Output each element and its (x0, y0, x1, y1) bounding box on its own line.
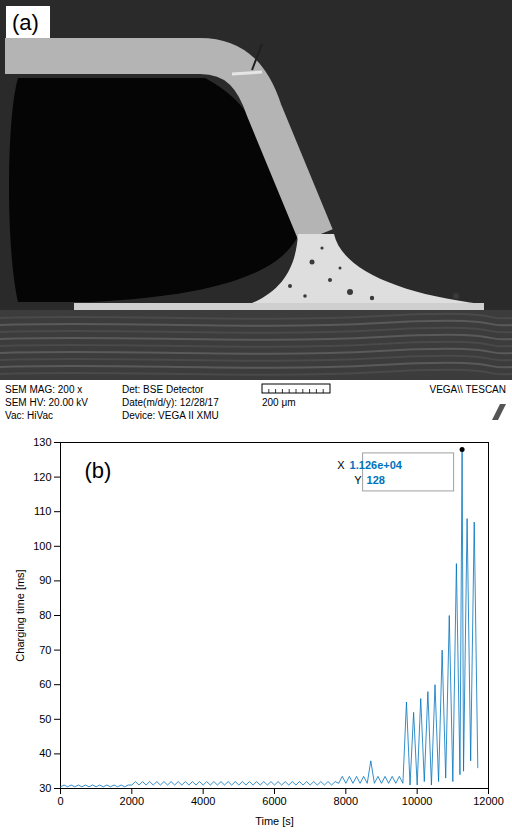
svg-text:50: 50 (39, 713, 51, 725)
svg-text:4000: 4000 (191, 795, 215, 807)
svg-text:(a): (a) (12, 10, 39, 35)
svg-text:40: 40 (39, 747, 51, 759)
svg-text:Time [s]: Time [s] (255, 815, 294, 827)
svg-text:2000: 2000 (120, 795, 144, 807)
svg-text:6000: 6000 (262, 795, 286, 807)
svg-text:Y128: Y128 (354, 474, 385, 486)
svg-text:60: 60 (39, 678, 51, 690)
svg-text:100: 100 (33, 540, 51, 552)
svg-text:SEM HV: 20.00 kV: SEM HV: 20.00 kV (5, 397, 88, 408)
svg-text:X1.126e+04: X1.126e+04 (337, 459, 403, 471)
svg-text:12000: 12000 (473, 795, 504, 807)
svg-text:Charging time [ms]: Charging time [ms] (14, 569, 26, 661)
svg-text:10000: 10000 (402, 795, 433, 807)
svg-text:120: 120 (33, 471, 51, 483)
svg-text:SEM MAG: 200 x: SEM MAG: 200 x (5, 384, 82, 395)
svg-text:Det: BSE Detector: Det: BSE Detector (122, 384, 204, 395)
svg-text:80: 80 (39, 609, 51, 621)
svg-text:Device: VEGA II XMU: Device: VEGA II XMU (122, 410, 219, 421)
svg-text:130: 130 (33, 436, 51, 448)
svg-text:Date(m/d/y): 12/28/17: Date(m/d/y): 12/28/17 (122, 397, 219, 408)
svg-text:(b): (b) (85, 458, 112, 483)
svg-text:30: 30 (39, 782, 51, 794)
svg-text:Vac: HiVac: Vac: HiVac (5, 410, 53, 421)
svg-text:200 μm: 200 μm (262, 397, 296, 408)
svg-text:0: 0 (57, 795, 63, 807)
svg-text:70: 70 (39, 644, 51, 656)
svg-text:VEGA\\ TESCAN: VEGA\\ TESCAN (429, 384, 506, 395)
svg-text:90: 90 (39, 574, 51, 586)
svg-text:8000: 8000 (334, 795, 358, 807)
svg-text:110: 110 (34, 505, 52, 517)
